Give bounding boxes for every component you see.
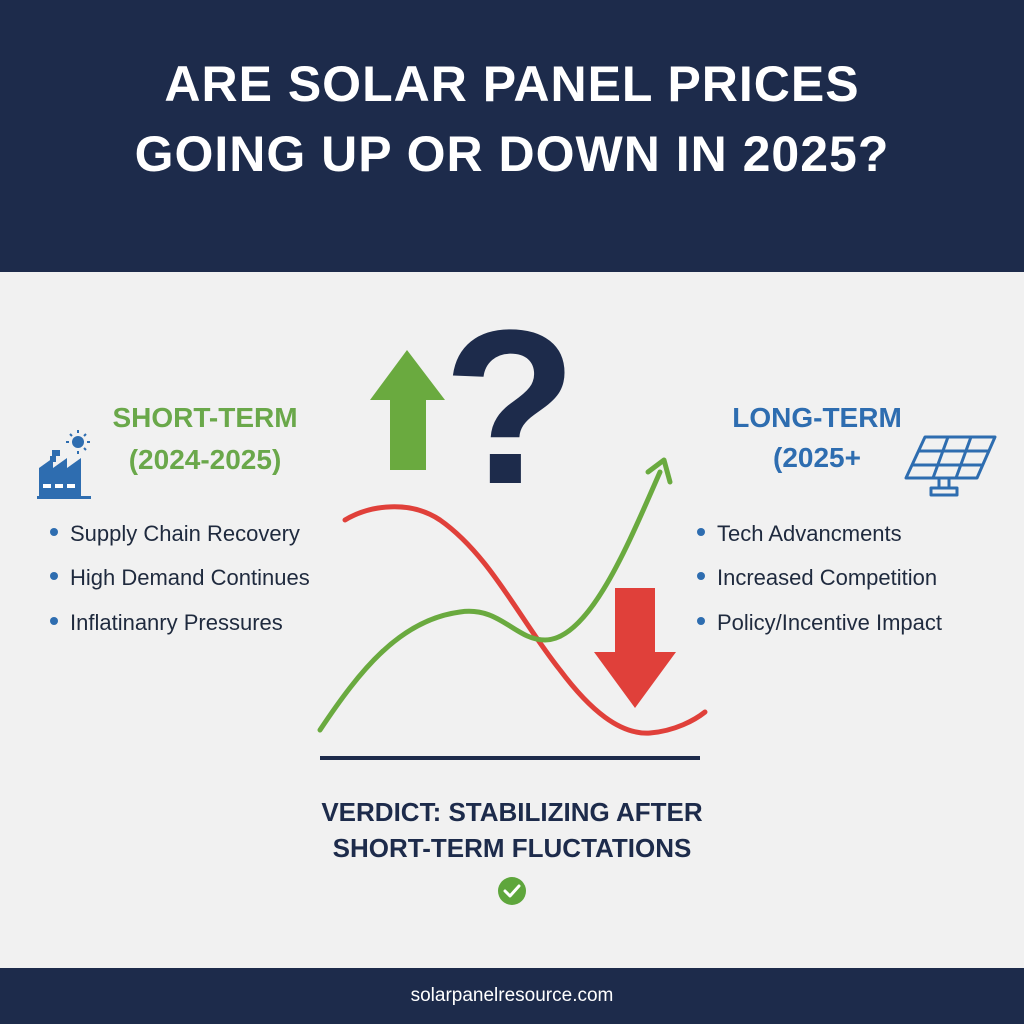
short-term-period: (2024-2025) — [128, 444, 282, 475]
price-trend-graphic: ? — [317, 284, 708, 760]
footer: solarpanelresource.com — [0, 968, 1024, 1024]
list-item: Policy/Incentive Impact — [697, 610, 942, 636]
long-term-period: (2025+ — [773, 442, 861, 473]
title-line-2: GOING UP OR DOWN IN 2025? — [134, 126, 890, 182]
up-arrow-icon — [370, 350, 445, 470]
bullet-icon — [697, 572, 705, 581]
question-mark-icon: ? — [443, 284, 577, 530]
solar-panel-icon — [904, 435, 997, 497]
short-term-title: SHORT-TERM — [112, 402, 298, 433]
list-item: Supply Chain Recovery — [50, 521, 300, 547]
title-line-1: ARE SOLAR PANEL PRICES — [164, 56, 860, 112]
footer-url: solarpanelresource.com — [410, 985, 614, 1006]
list-item: High Demand Continues — [50, 565, 310, 591]
green-curve-arrowhead — [645, 457, 673, 485]
verdict-line-1: VERDICT: STABILIZING AFTER — [321, 797, 703, 827]
bullet-icon — [50, 617, 58, 626]
verdict-line-2: SHORT-TERM FLUCTATIONS — [332, 833, 692, 863]
check-circle-icon — [498, 877, 526, 905]
green-price-curve — [317, 469, 663, 733]
list-item: Inflatinanry Pressures — [50, 610, 283, 636]
bullet-icon — [50, 528, 58, 537]
long-term-title: LONG-TERM — [732, 402, 902, 433]
bullet-icon — [697, 528, 705, 537]
header-banner: ARE SOLAR PANEL PRICES GOING UP OR DOWN … — [0, 0, 1024, 272]
down-arrow-icon — [594, 588, 676, 708]
factory-sun-icon — [37, 430, 91, 499]
list-item: Tech Advancments — [697, 521, 902, 547]
red-price-curve — [342, 504, 708, 736]
list-item: Increased Competition — [697, 565, 937, 591]
bullet-icon — [50, 572, 58, 581]
bullet-icon — [697, 617, 705, 626]
